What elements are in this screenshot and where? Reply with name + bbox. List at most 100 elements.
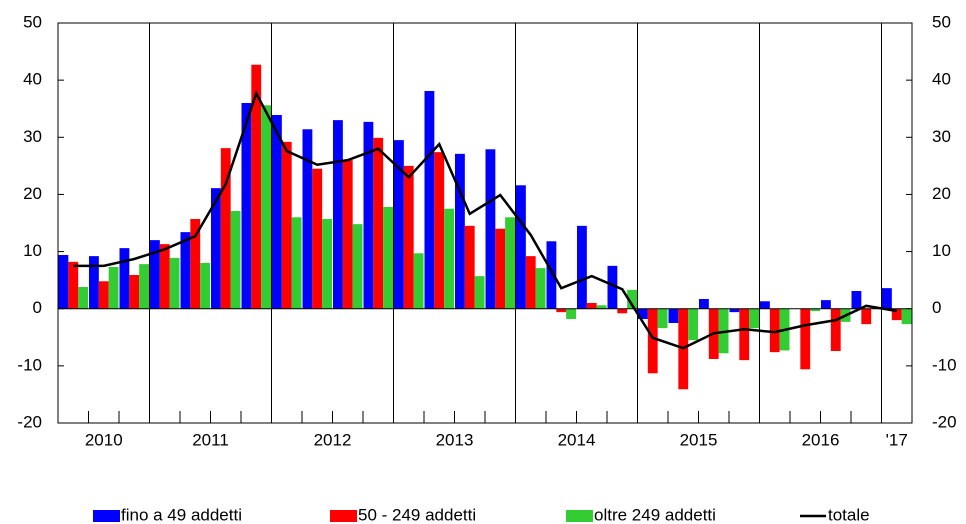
bar [129,275,140,309]
legend-label: 50 - 249 addetti [358,505,476,524]
bar [261,105,271,309]
legend-swatch [566,510,593,522]
y-tick-label: 50 [23,12,42,31]
bar [586,303,597,309]
bar [607,265,618,309]
bar [363,121,374,309]
y-tick-label: 10 [23,241,42,260]
bar [373,137,384,309]
y-tick-label: -10 [17,355,42,374]
legend-label: oltre 249 addetti [594,505,716,524]
bar [516,185,526,309]
bar [638,308,648,319]
bar [596,305,607,309]
bar [668,308,679,323]
bar [211,188,221,309]
line [73,90,897,350]
bar [688,308,698,341]
bar [627,289,637,309]
bar [89,256,99,309]
y2-tick-label: 0 [932,298,941,317]
x-group-label: 2012 [314,430,352,449]
bar [577,225,587,309]
x-group-label: 2010 [85,430,123,449]
bar [180,232,191,309]
bar [891,308,902,321]
bar [159,244,170,309]
legend-label: totale [828,505,870,524]
bar [455,153,465,309]
bar [760,301,770,309]
x-group-label: 2014 [558,430,596,449]
bar [810,308,820,311]
bar [200,263,210,309]
bar [322,219,332,309]
bar [800,308,811,370]
y-tick-label: -20 [17,412,42,431]
bar [830,308,841,351]
bar [220,148,231,309]
bar [749,308,759,329]
bar [729,308,740,313]
plot-frame [57,22,913,424]
bar [68,261,79,309]
bar [647,308,658,374]
bar [272,115,282,309]
bar [383,207,393,309]
legend-swatch [93,510,120,522]
bar [119,248,130,309]
bar [251,64,262,309]
y2-tick-label: 10 [932,241,951,260]
y2-tick-label: 30 [932,127,951,146]
bar [403,165,414,309]
bar [291,217,302,309]
bar [424,91,435,309]
bar [851,291,862,309]
legend-label: fino a 49 addetti [121,505,242,524]
bar [150,240,160,309]
bar [901,308,912,325]
bar [525,256,536,309]
bar [281,141,292,309]
bar [139,264,149,309]
bar [241,103,252,309]
bar [78,287,88,309]
y2-tick-label: -10 [932,355,957,374]
bar [739,308,750,361]
y2-tick-label: 50 [932,12,951,31]
bar [444,208,454,309]
bar [333,120,343,309]
y-tick-label: 40 [23,70,42,89]
legend-swatch [330,510,357,522]
y-tick-label: 0 [33,298,42,317]
bar [413,253,424,309]
bar [434,152,445,309]
x-group-label: 2015 [680,430,718,449]
bar [505,217,515,309]
bar [190,219,201,309]
bar [474,276,485,309]
bar [821,300,831,309]
bar [352,224,363,309]
bar [464,225,475,309]
bar [861,308,872,325]
bar [169,257,180,309]
y2-tick-label: 20 [932,184,951,203]
x-group-label: 2016 [802,430,840,449]
bar [566,308,576,319]
bar [882,288,892,309]
bar [342,160,353,309]
y-tick-label: 20 [23,184,42,203]
bar [302,129,313,309]
x-group-label: 2011 [192,430,229,449]
bar [546,241,557,309]
bar [556,308,567,313]
bar [230,211,241,309]
bar [769,308,780,353]
bar [98,281,109,309]
bar [617,308,628,314]
x-group-label: '17 [886,430,908,449]
bar [312,168,323,309]
y-tick-label: 30 [23,127,42,146]
y2-tick-label: -20 [932,412,957,431]
